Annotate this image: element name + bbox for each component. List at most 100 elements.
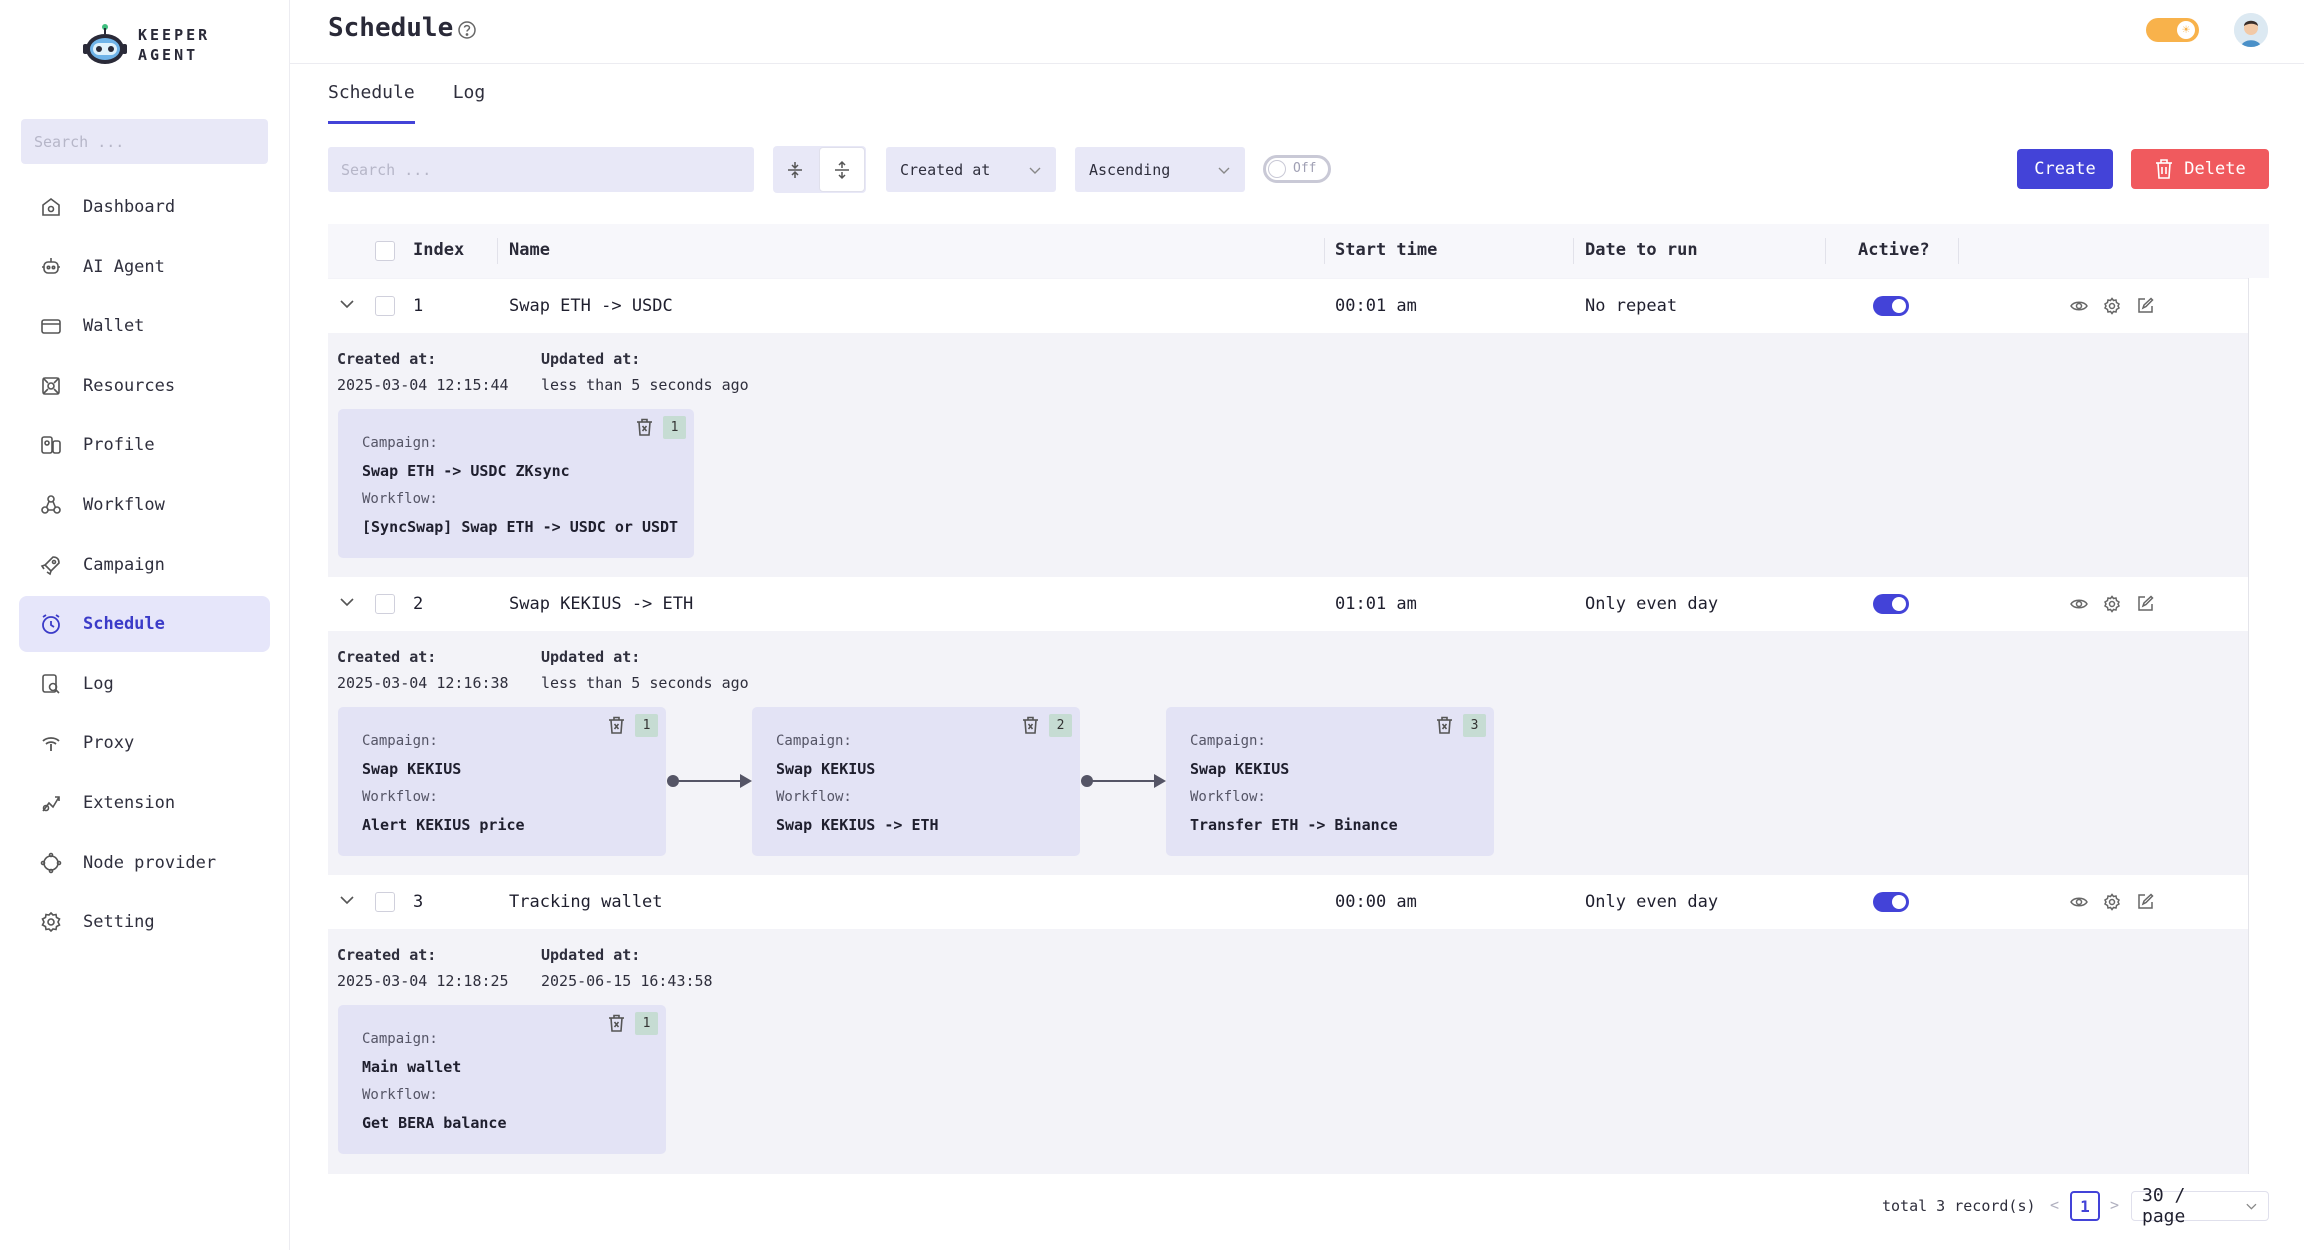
trash-icon[interactable]: [1022, 716, 1039, 735]
expand-icon: [834, 160, 849, 179]
created-value: 2025-03-04 12:16:38: [337, 674, 509, 692]
prev-page-button[interactable]: <: [2050, 1196, 2060, 1214]
campaign-value: Swap KEKIUS: [1190, 760, 1290, 778]
create-button[interactable]: Create: [2017, 149, 2113, 189]
toggle-knob: [1268, 160, 1286, 178]
column-divider: [1825, 238, 1826, 264]
chevron-down-icon[interactable]: [338, 891, 356, 909]
created-info: Created at: 2025-03-04 12:16:38: [337, 648, 509, 692]
sidebar-item-campaign[interactable]: Campaign: [19, 537, 270, 593]
row-name: Swap ETH -> USDC: [509, 296, 673, 316]
filter-toggle[interactable]: Off: [1263, 155, 1331, 183]
column-date-to-run[interactable]: Date to run: [1585, 240, 1698, 260]
brand-logo[interactable]: KEEPER AGENT: [82, 22, 210, 68]
workflow-value: [SyncSwap] Swap ETH -> USDC or USDT: [362, 518, 679, 536]
workflow-label: Workflow:: [1190, 789, 1266, 805]
trash-icon[interactable]: [608, 716, 625, 735]
sort-order-select[interactable]: Ascending: [1075, 147, 1245, 192]
step-card[interactable]: 3 Campaign: Swap KEKIUS Workflow: Transf…: [1166, 707, 1494, 856]
settings-icon[interactable]: [2101, 593, 2122, 614]
avatar[interactable]: [2234, 13, 2268, 47]
updated-label: Updated at:: [541, 350, 641, 368]
step-number-badge: 3: [1463, 714, 1486, 737]
select-all-checkbox[interactable]: [375, 241, 395, 261]
extension-icon: [42, 796, 60, 812]
tab-schedule[interactable]: Schedule: [328, 82, 415, 124]
sidebar-item-dashboard[interactable]: Dashboard: [19, 179, 270, 235]
sidebar-item-workflow[interactable]: Workflow: [19, 477, 270, 533]
sidebar-search-input[interactable]: [21, 119, 268, 164]
top-header: Schedule ☀: [290, 0, 2304, 64]
table-row[interactable]: 2 Swap KEKIUS -> ETH 01:01 am Only even …: [328, 577, 2248, 631]
updated-label: Updated at:: [541, 648, 641, 666]
updated-value: less than 5 seconds ago: [541, 674, 749, 692]
step-card[interactable]: 1 Campaign: Swap ETH -> USDC ZKsync Work…: [338, 409, 694, 558]
help-icon[interactable]: [457, 20, 477, 40]
sidebar-item-schedule[interactable]: Schedule: [19, 596, 270, 653]
updated-value: less than 5 seconds ago: [541, 376, 749, 394]
campaign-value: Swap KEKIUS: [776, 760, 876, 778]
next-page-button[interactable]: >: [2110, 1196, 2120, 1214]
row-checkbox[interactable]: [375, 892, 395, 912]
column-index[interactable]: Index: [413, 240, 465, 260]
row-checkbox[interactable]: [375, 594, 395, 614]
sidebar-item-extension[interactable]: Extension: [19, 775, 270, 831]
sidebar-item-setting[interactable]: Setting: [19, 894, 270, 950]
edit-icon[interactable]: [2134, 295, 2155, 316]
sidebar-item-node-provider[interactable]: Node provider: [19, 835, 270, 891]
delete-button[interactable]: Delete: [2131, 149, 2269, 189]
collapse-all-button[interactable]: [773, 146, 818, 193]
row-start-time: 00:01 am: [1335, 296, 1417, 316]
column-active[interactable]: Active?: [1858, 240, 1930, 260]
trash-icon[interactable]: [1436, 716, 1453, 735]
step-card[interactable]: 1 Campaign: Main wallet Workflow: Get BE…: [338, 1005, 666, 1154]
expand-all-button[interactable]: [818, 147, 865, 192]
view-icon[interactable]: [2068, 891, 2089, 912]
sidebar-item-profile[interactable]: Profile: [19, 417, 270, 473]
brand-name: KEEPER AGENT: [138, 25, 210, 65]
edit-icon[interactable]: [2134, 891, 2155, 912]
created-info: Created at: 2025-03-04 12:15:44: [337, 350, 509, 394]
sidebar-item-wallet[interactable]: Wallet: [19, 298, 270, 354]
settings-icon[interactable]: [2101, 891, 2122, 912]
row-active-toggle[interactable]: [1873, 296, 1909, 316]
column-start-time[interactable]: Start time: [1335, 240, 1438, 260]
sidebar-item-resources[interactable]: Resources: [19, 358, 270, 414]
proxy-icon: [42, 737, 60, 752]
schedule-search-input[interactable]: [328, 147, 754, 192]
view-icon[interactable]: [2068, 295, 2089, 316]
table-row[interactable]: 3 Tracking wallet 00:00 am Only even day: [328, 875, 2248, 929]
theme-toggle[interactable]: ☀: [2146, 18, 2199, 42]
step-number-badge: 1: [635, 714, 658, 737]
workflow-icon: [41, 495, 61, 514]
tab-log[interactable]: Log: [452, 82, 486, 103]
row-active-toggle[interactable]: [1873, 594, 1909, 614]
updated-label: Updated at:: [541, 946, 641, 964]
row-index: 2: [413, 594, 424, 614]
page-size-select[interactable]: 30 / page: [2131, 1185, 2269, 1227]
view-icon[interactable]: [2068, 593, 2089, 614]
row-active-toggle[interactable]: [1873, 892, 1909, 912]
row-index: 1: [413, 296, 424, 316]
trash-icon[interactable]: [608, 1014, 625, 1033]
sidebar-item-label: Wallet: [83, 316, 145, 337]
sort-field-select[interactable]: Created at: [886, 147, 1056, 192]
table-row[interactable]: 1 Swap ETH -> USDC 00:01 am No repeat: [328, 279, 2248, 333]
step-card[interactable]: 1 Campaign: Swap KEKIUS Workflow: Alert …: [338, 707, 666, 856]
sidebar-item-proxy[interactable]: Proxy: [19, 715, 270, 771]
settings-icon[interactable]: [2101, 295, 2122, 316]
sidebar-item-log[interactable]: Log: [19, 656, 270, 712]
edit-icon[interactable]: [2134, 593, 2155, 614]
row-date-to-run: Only even day: [1585, 892, 1719, 912]
chevron-down-icon[interactable]: [338, 295, 356, 313]
row-name: Swap KEKIUS -> ETH: [509, 594, 694, 614]
column-name[interactable]: Name: [509, 240, 550, 260]
table-scrollbar[interactable]: [2248, 278, 2269, 1174]
trash-icon[interactable]: [636, 418, 653, 437]
sidebar-item-ai-agent[interactable]: AI Agent: [19, 239, 270, 295]
chevron-down-icon[interactable]: [338, 593, 356, 611]
row-checkbox[interactable]: [375, 296, 395, 316]
page-number-1[interactable]: 1: [2070, 1191, 2100, 1221]
step-card[interactable]: 2 Campaign: Swap KEKIUS Workflow: Swap K…: [752, 707, 1080, 856]
clock-icon: [42, 614, 60, 635]
